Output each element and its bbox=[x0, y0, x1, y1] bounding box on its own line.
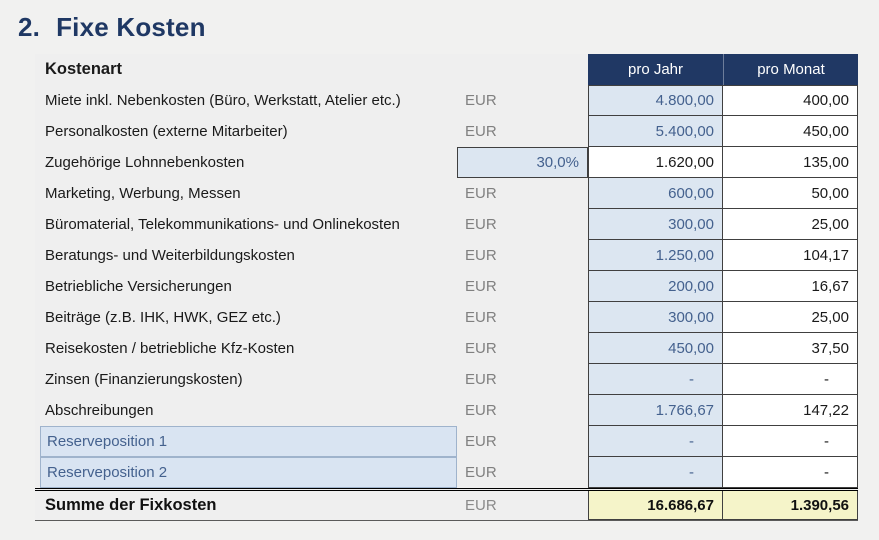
sum-pro-jahr-value: 16.686,67 bbox=[588, 491, 723, 520]
section-title: Fixe Kosten bbox=[56, 12, 206, 42]
kostenart-header: Kostenart bbox=[45, 60, 123, 78]
row-label: Zugehörige Lohnnebenkosten bbox=[45, 154, 245, 171]
fixed-costs-table: Kostenart pro Jahr pro Monat Miete inkl.… bbox=[35, 54, 858, 521]
reserve-label-input-cell[interactable]: Reserveposition 1 bbox=[40, 426, 457, 457]
sum-label: Summe der Fixkosten bbox=[45, 496, 217, 514]
row-unit: EUR bbox=[465, 402, 497, 419]
table-row: Personalkosten (externe Mitarbeiter) EUR… bbox=[35, 116, 858, 147]
table-row: Büromaterial, Telekommunikations- und On… bbox=[35, 209, 858, 240]
row-unit: EUR bbox=[465, 92, 497, 109]
table-row: Betriebliche Versicherungen EUR 200,00 1… bbox=[35, 271, 858, 302]
row-pro-jahr-cell[interactable]: 300,00 bbox=[588, 209, 723, 240]
row-pro-monat-cell: 450,00 bbox=[723, 116, 858, 147]
row-pro-jahr-cell[interactable]: 5.400,00 bbox=[588, 116, 723, 147]
row-unit: EUR bbox=[465, 309, 497, 326]
row-pro-jahr-cell[interactable]: 1.766,67 bbox=[588, 395, 723, 426]
column-header-pro-monat: pro Monat bbox=[723, 54, 858, 85]
row-pro-jahr-cell[interactable]: 300,00 bbox=[588, 302, 723, 333]
row-label: Abschreibungen bbox=[45, 402, 154, 419]
row-unit: EUR bbox=[465, 371, 497, 388]
row-label: Beiträge (z.B. IHK, HWK, GEZ etc.) bbox=[45, 309, 281, 326]
row-unit: EUR bbox=[465, 185, 497, 202]
row-pro-monat-cell: 104,17 bbox=[723, 240, 858, 271]
row-label: Marketing, Werbung, Messen bbox=[45, 185, 241, 202]
row-unit: EUR bbox=[465, 464, 497, 481]
row-unit: EUR bbox=[465, 433, 497, 450]
row-pro-jahr-cell[interactable]: - bbox=[588, 426, 723, 457]
row-pro-monat-cell: 16,67 bbox=[723, 271, 858, 302]
table-row: Zugehörige Lohnnebenkosten 30,0% 1.620,0… bbox=[35, 147, 858, 178]
row-pro-jahr-cell[interactable]: 200,00 bbox=[588, 271, 723, 302]
row-pro-monat-cell: 400,00 bbox=[723, 85, 858, 116]
row-pro-jahr-cell[interactable]: 450,00 bbox=[588, 333, 723, 364]
table-row: Reserveposition 2 EUR - - bbox=[35, 457, 858, 488]
table-row: Zinsen (Finanzierungskosten) EUR - - bbox=[35, 364, 858, 395]
table-row: Reserveposition 1 EUR - - bbox=[35, 426, 858, 457]
page-title: 2. Fixe Kosten bbox=[18, 12, 206, 43]
row-pro-monat-cell: 25,00 bbox=[723, 302, 858, 333]
row-unit: EUR bbox=[465, 123, 497, 140]
row-pro-jahr-cell[interactable]: - bbox=[588, 457, 723, 488]
reserve-label-input-cell[interactable]: Reserveposition 2 bbox=[40, 457, 457, 488]
row-label: Zinsen (Finanzierungskosten) bbox=[45, 371, 243, 388]
row-label: Personalkosten (externe Mitarbeiter) bbox=[45, 123, 288, 140]
row-unit: EUR bbox=[465, 278, 497, 295]
sum-pro-monat-value: 1.390,56 bbox=[723, 491, 858, 520]
row-label: Beratungs- und Weiterbildungskosten bbox=[45, 247, 295, 264]
table-header-row: Kostenart pro Jahr pro Monat bbox=[35, 54, 858, 85]
table-rows: Miete inkl. Nebenkosten (Büro, Werkstatt… bbox=[35, 85, 858, 488]
table-row: Beratungs- und Weiterbildungskosten EUR … bbox=[35, 240, 858, 271]
column-header-pro-jahr: pro Jahr bbox=[588, 54, 723, 85]
row-pro-monat-cell: 25,00 bbox=[723, 209, 858, 240]
row-label: Büromaterial, Telekommunikations- und On… bbox=[45, 216, 400, 233]
row-pro-monat-cell: - bbox=[723, 457, 858, 488]
row-unit: EUR bbox=[465, 340, 497, 357]
row-pro-jahr-cell[interactable]: - bbox=[588, 364, 723, 395]
table-row: Miete inkl. Nebenkosten (Büro, Werkstatt… bbox=[35, 85, 858, 116]
table-row: Beiträge (z.B. IHK, HWK, GEZ etc.) EUR 3… bbox=[35, 302, 858, 333]
row-pro-monat-cell: 37,50 bbox=[723, 333, 858, 364]
section-number: 2. bbox=[18, 12, 41, 42]
table-row: Marketing, Werbung, Messen EUR 600,00 50… bbox=[35, 178, 858, 209]
row-pro-monat-cell: - bbox=[723, 364, 858, 395]
table-row: Abschreibungen EUR 1.766,67 147,22 bbox=[35, 395, 858, 426]
row-pro-jahr-cell[interactable]: 1.250,00 bbox=[588, 240, 723, 271]
table-row: Reisekosten / betriebliche Kfz-Kosten EU… bbox=[35, 333, 858, 364]
row-pro-jahr-cell[interactable]: 4.800,00 bbox=[588, 85, 723, 116]
unit-header-spacer bbox=[457, 54, 588, 85]
sum-row: Summe der Fixkosten EUR 16.686,67 1.390,… bbox=[35, 488, 858, 521]
row-label: Reisekosten / betriebliche Kfz-Kosten bbox=[45, 340, 295, 357]
row-pro-monat-cell: - bbox=[723, 426, 858, 457]
sum-unit: EUR bbox=[465, 497, 497, 514]
row-unit: EUR bbox=[465, 216, 497, 233]
row-pro-jahr-cell: 1.620,00 bbox=[588, 147, 723, 178]
row-pro-monat-cell: 147,22 bbox=[723, 395, 858, 426]
row-pro-monat-cell: 135,00 bbox=[723, 147, 858, 178]
percent-input-cell[interactable]: 30,0% bbox=[457, 147, 588, 178]
row-unit: EUR bbox=[465, 247, 497, 264]
row-label: Betriebliche Versicherungen bbox=[45, 278, 232, 295]
row-pro-jahr-cell[interactable]: 600,00 bbox=[588, 178, 723, 209]
row-pro-monat-cell: 50,00 bbox=[723, 178, 858, 209]
row-label: Miete inkl. Nebenkosten (Büro, Werkstatt… bbox=[45, 92, 401, 109]
